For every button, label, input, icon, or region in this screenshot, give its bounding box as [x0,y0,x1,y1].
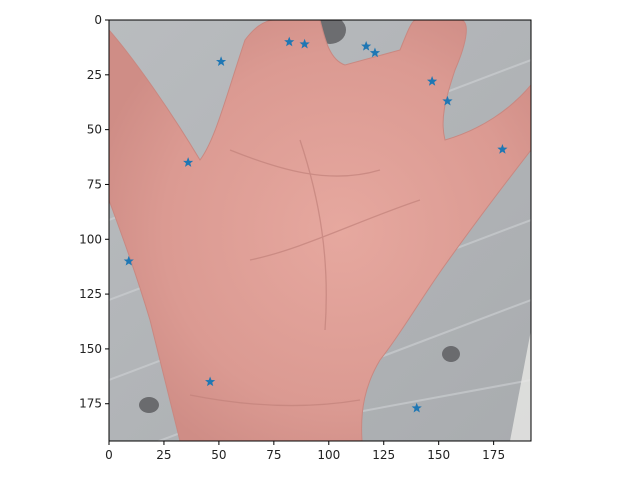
x-tick-label: 125 [372,448,395,462]
star-marker [284,36,295,47]
star-marker [426,76,438,86]
x-tick-label: 150 [427,448,450,462]
star-marker [205,376,216,387]
x-tick-label: 25 [156,448,171,462]
plot-frame [108,19,532,442]
star-marker [299,38,310,49]
y-tick-label: 100 [79,232,102,246]
y-tick-label: 175 [79,397,102,411]
x-tick-label: 175 [482,448,505,462]
y-tick-label: 50 [87,123,102,137]
star-marker [123,255,134,266]
x-tick-label: 0 [105,448,113,462]
data-points [123,36,508,413]
x-tick-label: 50 [211,448,226,462]
star-marker [369,47,381,58]
star-marker [411,402,422,413]
star-marker [216,56,227,66]
x-tick-label: 100 [317,448,340,462]
y-tick-label: 0 [94,13,102,27]
x-tick-label: 75 [266,448,281,462]
star-marker [442,95,453,106]
photo-background [109,20,531,441]
hand-shape [109,20,531,441]
y-tick-label: 125 [79,287,102,301]
y-tick-label: 75 [87,177,102,191]
star-marker [361,40,372,51]
y-tick-label: 150 [79,342,102,356]
star-marker [183,157,194,167]
y-tick-label: 25 [87,68,102,82]
star-marker [497,144,508,154]
y-axis: 0 25 50 75 100 125 150 175 [79,13,109,411]
x-axis: 0 25 50 75 100 125 150 175 [105,441,505,462]
